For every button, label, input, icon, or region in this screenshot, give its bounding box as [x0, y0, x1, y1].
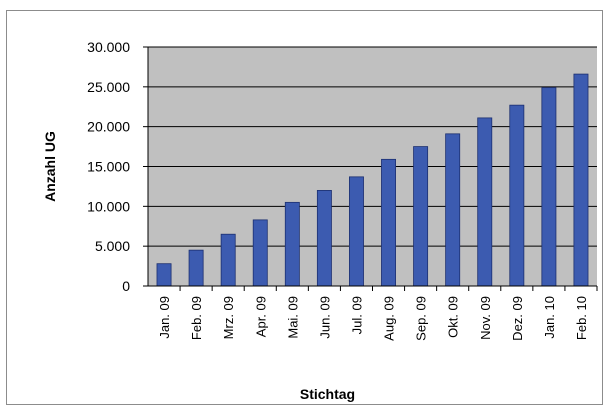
x-tick-label: Jan. 09: [157, 296, 172, 339]
bar: [156, 263, 172, 287]
bar: [413, 146, 429, 287]
y-tick-label: 20.000: [87, 119, 130, 135]
bar: [445, 133, 461, 287]
axes: [147, 47, 598, 291]
x-tick-labels: Jan. 09 Feb. 09 Mrz. 09 Apr. 09 Mai. 09 Jun. …: [157, 296, 589, 341]
bar: [541, 87, 557, 287]
x-tick-label: Dez. 09: [510, 296, 525, 341]
bar: [252, 219, 268, 287]
x-tick-label: Aug. 09: [382, 296, 397, 341]
y-tick-label: 30.000: [87, 39, 130, 55]
y-tick-label: 5.000: [95, 238, 130, 254]
bar: [573, 73, 589, 287]
y-tick-label: 10.000: [87, 198, 130, 214]
bar: [188, 249, 204, 287]
bar: [477, 117, 493, 287]
y-tick-label: 25.000: [87, 79, 130, 95]
x-tick-label: Feb. 09: [189, 296, 204, 340]
x-tick-label: Jan. 10: [542, 296, 557, 339]
bar: [381, 158, 396, 287]
x-tick-label: Mai. 09: [285, 296, 300, 339]
x-axis-title: Stichtag: [300, 386, 355, 402]
x-tick-label: Jul. 09: [349, 296, 364, 334]
bar: [220, 233, 236, 287]
x-tick-label: Sep. 09: [414, 296, 429, 341]
y-axis-title: Anzahl UG: [42, 131, 58, 202]
x-tick-label: Nov. 09: [478, 296, 493, 340]
x-tick-label: Mrz. 09: [221, 296, 236, 339]
y-tick-label: 15.000: [87, 159, 130, 175]
y-tick-label: 0: [122, 278, 130, 294]
bar: [284, 201, 300, 287]
bar: [316, 189, 332, 287]
x-tick-label: Feb. 10: [574, 296, 589, 340]
bar: [349, 176, 364, 287]
x-tick-label: Apr. 09: [253, 296, 268, 337]
bar: [509, 104, 525, 287]
x-tick-label: Jun. 09: [317, 296, 332, 339]
bar-series: [156, 73, 589, 287]
y-tick-labels: 0 5.000 10.000 15.000 20.000 25.000 30.000: [87, 39, 130, 294]
x-tick-label: Okt. 09: [446, 296, 461, 338]
